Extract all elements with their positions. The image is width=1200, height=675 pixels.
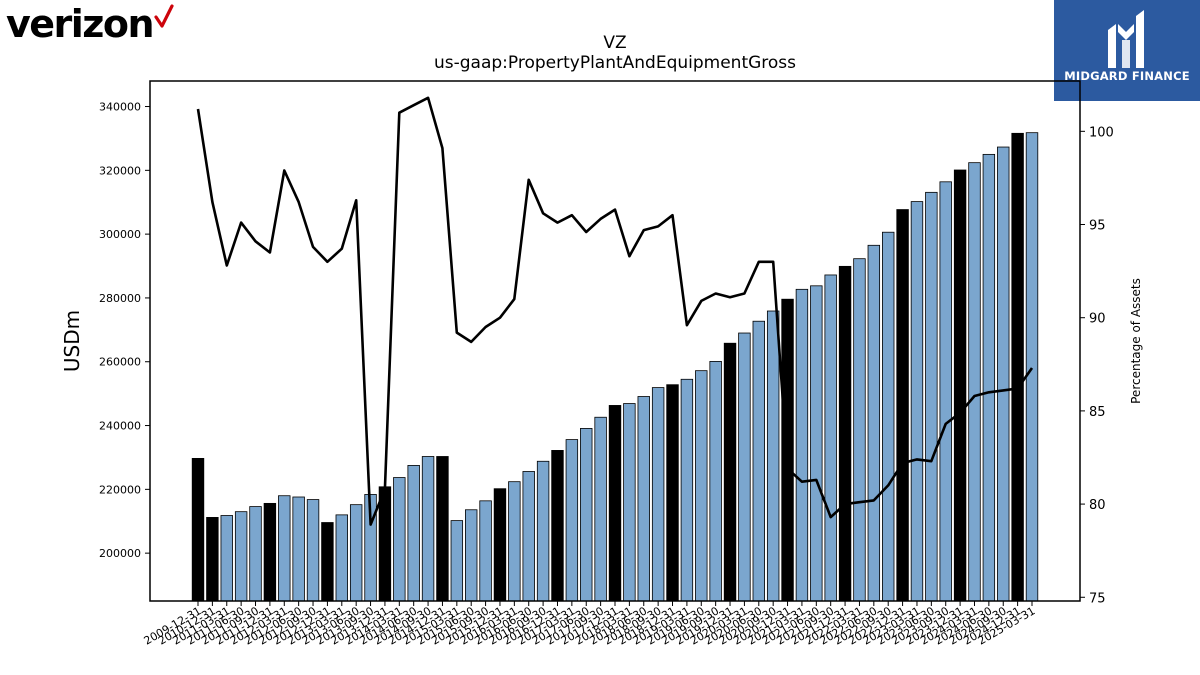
bar-2013-06-30 bbox=[349, 504, 363, 602]
badge-label: MIDGARD FINANCE bbox=[1064, 69, 1190, 83]
y-tick-label: 320000 bbox=[99, 164, 141, 177]
bar-2016-09-30 bbox=[536, 460, 550, 602]
bar-2020-09-30 bbox=[766, 310, 780, 602]
y-tick-label: 280000 bbox=[99, 292, 141, 305]
y-axis-right-label: Percentage of Assets bbox=[1129, 278, 1143, 404]
plot-frame bbox=[149, 80, 1081, 602]
bar-2023-06-30 bbox=[925, 191, 938, 602]
bar-2014-06-30 bbox=[407, 465, 420, 602]
y-right-tick-label: 95 bbox=[1089, 219, 1106, 234]
bar-2023-12-31 bbox=[953, 169, 967, 602]
bar-2010-12-31 bbox=[206, 517, 219, 602]
bar-2012-09-30 bbox=[306, 499, 320, 602]
bar-2015-06-30 bbox=[465, 509, 478, 602]
bar-2019-12-31 bbox=[723, 342, 737, 602]
bar-2017-06-30 bbox=[580, 428, 593, 602]
bar-2018-03-31 bbox=[623, 403, 636, 602]
bar-2018-12-31 bbox=[666, 384, 679, 602]
bar-2014-09-30 bbox=[421, 456, 435, 602]
bar-2021-09-30 bbox=[824, 274, 837, 602]
bar-2017-09-30 bbox=[594, 416, 607, 602]
y-tick-label: 260000 bbox=[99, 356, 141, 369]
y-right-tick-label: 75 bbox=[1089, 591, 1106, 606]
y-axis-label: USDm bbox=[60, 310, 84, 372]
bar-2013-03-31 bbox=[335, 514, 348, 602]
bar-2011-03-31 bbox=[220, 515, 233, 602]
line-series-percentage-of-assets bbox=[196, 96, 1034, 526]
bar-2012-03-31 bbox=[278, 495, 291, 602]
chart-title: VZ bbox=[603, 33, 626, 53]
y-tick-label: 240000 bbox=[99, 420, 141, 433]
bar-2022-09-30 bbox=[882, 231, 895, 602]
bar-2014-12-31 bbox=[436, 456, 449, 602]
bar-2021-12-31 bbox=[838, 265, 852, 602]
bar-2014-03-31 bbox=[393, 477, 406, 602]
bar-2011-09-30 bbox=[249, 506, 262, 602]
midgard-logo-icon bbox=[1108, 10, 1144, 68]
bar-2023-03-31 bbox=[910, 201, 924, 602]
bar-2011-12-31 bbox=[263, 502, 277, 602]
bar-2009-12-31 bbox=[191, 457, 205, 602]
y-tick-label: 220000 bbox=[99, 483, 141, 496]
bar-2019-09-30 bbox=[709, 361, 722, 602]
bar-2017-03-31 bbox=[565, 439, 579, 602]
bar-2023-09-30 bbox=[939, 181, 952, 602]
bar-2020-03-31 bbox=[738, 332, 751, 602]
bar-2019-06-30 bbox=[695, 370, 708, 602]
bar-2015-03-31 bbox=[450, 520, 464, 602]
bar-2016-06-30 bbox=[522, 471, 535, 602]
verizon-logo: verizon bbox=[6, 2, 174, 46]
bar-2016-03-31 bbox=[508, 481, 521, 602]
bar-2024-06-30 bbox=[982, 153, 996, 602]
bar-2012-12-31 bbox=[321, 522, 334, 602]
bar-2019-03-31 bbox=[680, 378, 694, 602]
y-right-tick-label: 85 bbox=[1089, 405, 1106, 420]
bar-2018-09-30 bbox=[651, 387, 665, 602]
plot-area: 200000 220000 240000 260000 280000 300000 3200… bbox=[99, 96, 1114, 648]
bar-2011-06-30 bbox=[234, 511, 248, 602]
y-right-tick-label: 80 bbox=[1089, 498, 1106, 513]
red-check-icon bbox=[154, 4, 174, 28]
chart-subtitle: us-gaap:PropertyPlantAndEquipmentGross bbox=[434, 53, 796, 73]
bar-2024-03-31 bbox=[968, 162, 981, 602]
bar-2015-09-30 bbox=[479, 500, 492, 602]
bar-2016-12-31 bbox=[551, 450, 564, 602]
bar-2017-12-31 bbox=[608, 405, 622, 602]
midgard-finance-badge: MIDGARD FINANCE bbox=[1054, 0, 1200, 101]
bar-2022-03-31 bbox=[853, 258, 866, 602]
bar-2022-12-31 bbox=[896, 209, 909, 602]
bar-2021-06-30 bbox=[810, 285, 823, 602]
y-tick-label: 340000 bbox=[99, 101, 141, 114]
bar-2024-12-31 bbox=[1011, 132, 1024, 602]
bar-2018-06-30 bbox=[637, 396, 650, 602]
y-right-tick-label: 90 bbox=[1089, 312, 1106, 327]
bar-2013-12-31 bbox=[378, 486, 392, 602]
bar-2024-09-30 bbox=[997, 146, 1010, 602]
verizon-wordmark: verizon bbox=[6, 2, 155, 46]
y-tick-label: 200000 bbox=[99, 547, 141, 560]
bar-2021-03-31 bbox=[795, 288, 809, 602]
bar-2020-06-30 bbox=[752, 320, 765, 602]
y-right-tick-label: 100 bbox=[1089, 125, 1114, 140]
bar-2025-03-31 bbox=[1025, 132, 1039, 602]
bar-2012-06-30 bbox=[292, 496, 305, 602]
bar-2015-12-31 bbox=[493, 488, 507, 602]
bar-2022-06-30 bbox=[867, 244, 881, 602]
y-tick-label: 300000 bbox=[99, 228, 141, 241]
